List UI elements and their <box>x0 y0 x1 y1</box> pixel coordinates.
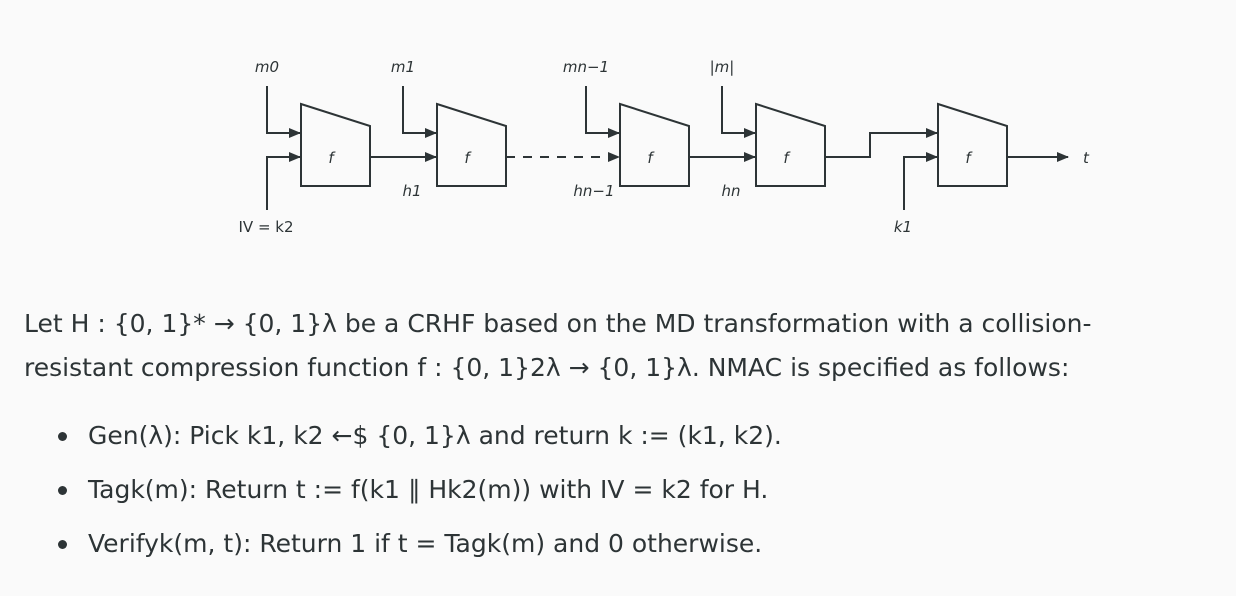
key-arrow-k1 <box>903 152 938 210</box>
intro-line-1: Let H : {0, 1}* → {0, 1}λ be a CRHF base… <box>24 309 1092 338</box>
label-hn-1: hn−1 <box>573 182 614 200</box>
label-iv: IV = k2 <box>238 218 293 236</box>
bullet-tag: Tagk(m): Return t := f(k1 ∥ Hk2(m)) with… <box>58 468 782 522</box>
box-label-3: f <box>647 149 655 167</box>
nmac-diagram: f f f f f m0 m1 mn−1 |m| IV = k2 h1 hn−1… <box>238 58 1090 236</box>
label-m0: m0 <box>255 58 279 76</box>
box-label-2: f <box>464 149 472 167</box>
box-label-5: f <box>965 149 973 167</box>
box-label-4: f <box>783 149 791 167</box>
label-m1: m1 <box>391 58 415 76</box>
label-h1: h1 <box>402 182 421 200</box>
label-hn: hn <box>721 182 740 200</box>
bullet-gen: Gen(λ): Pick k1, k2 ←$ {0, 1}λ and retur… <box>58 414 782 468</box>
label-output-t: t <box>1083 149 1090 167</box>
intro-line-2: resistant compression function f : {0, 1… <box>24 353 1070 382</box>
label-msg-length: |m| <box>710 58 735 76</box>
algorithm-list: Gen(λ): Pick k1, k2 ←$ {0, 1}λ and retur… <box>58 414 782 576</box>
label-k1: k1 <box>894 218 912 236</box>
input-arrow-m1 <box>402 86 437 138</box>
definition-text: Let H : {0, 1}* → {0, 1}λ be a CRHF base… <box>24 302 1214 390</box>
compression-box-3 <box>619 102 690 187</box>
compression-box-2 <box>436 102 507 187</box>
chain-arrow-to-outer <box>825 128 938 158</box>
compression-box-5 <box>937 102 1008 187</box>
bullet-verify: Verifyk(m, t): Return 1 if t = Tagk(m) a… <box>58 522 782 576</box>
label-mn-1: mn−1 <box>563 58 609 76</box>
iv-arrow <box>266 152 301 210</box>
input-arrow-mn-1 <box>585 86 620 138</box>
box-label-1: f <box>328 149 336 167</box>
input-arrow-m0 <box>266 86 301 138</box>
input-arrow-length <box>721 86 756 138</box>
compression-box-1 <box>300 102 371 187</box>
compression-box-4 <box>755 102 826 187</box>
